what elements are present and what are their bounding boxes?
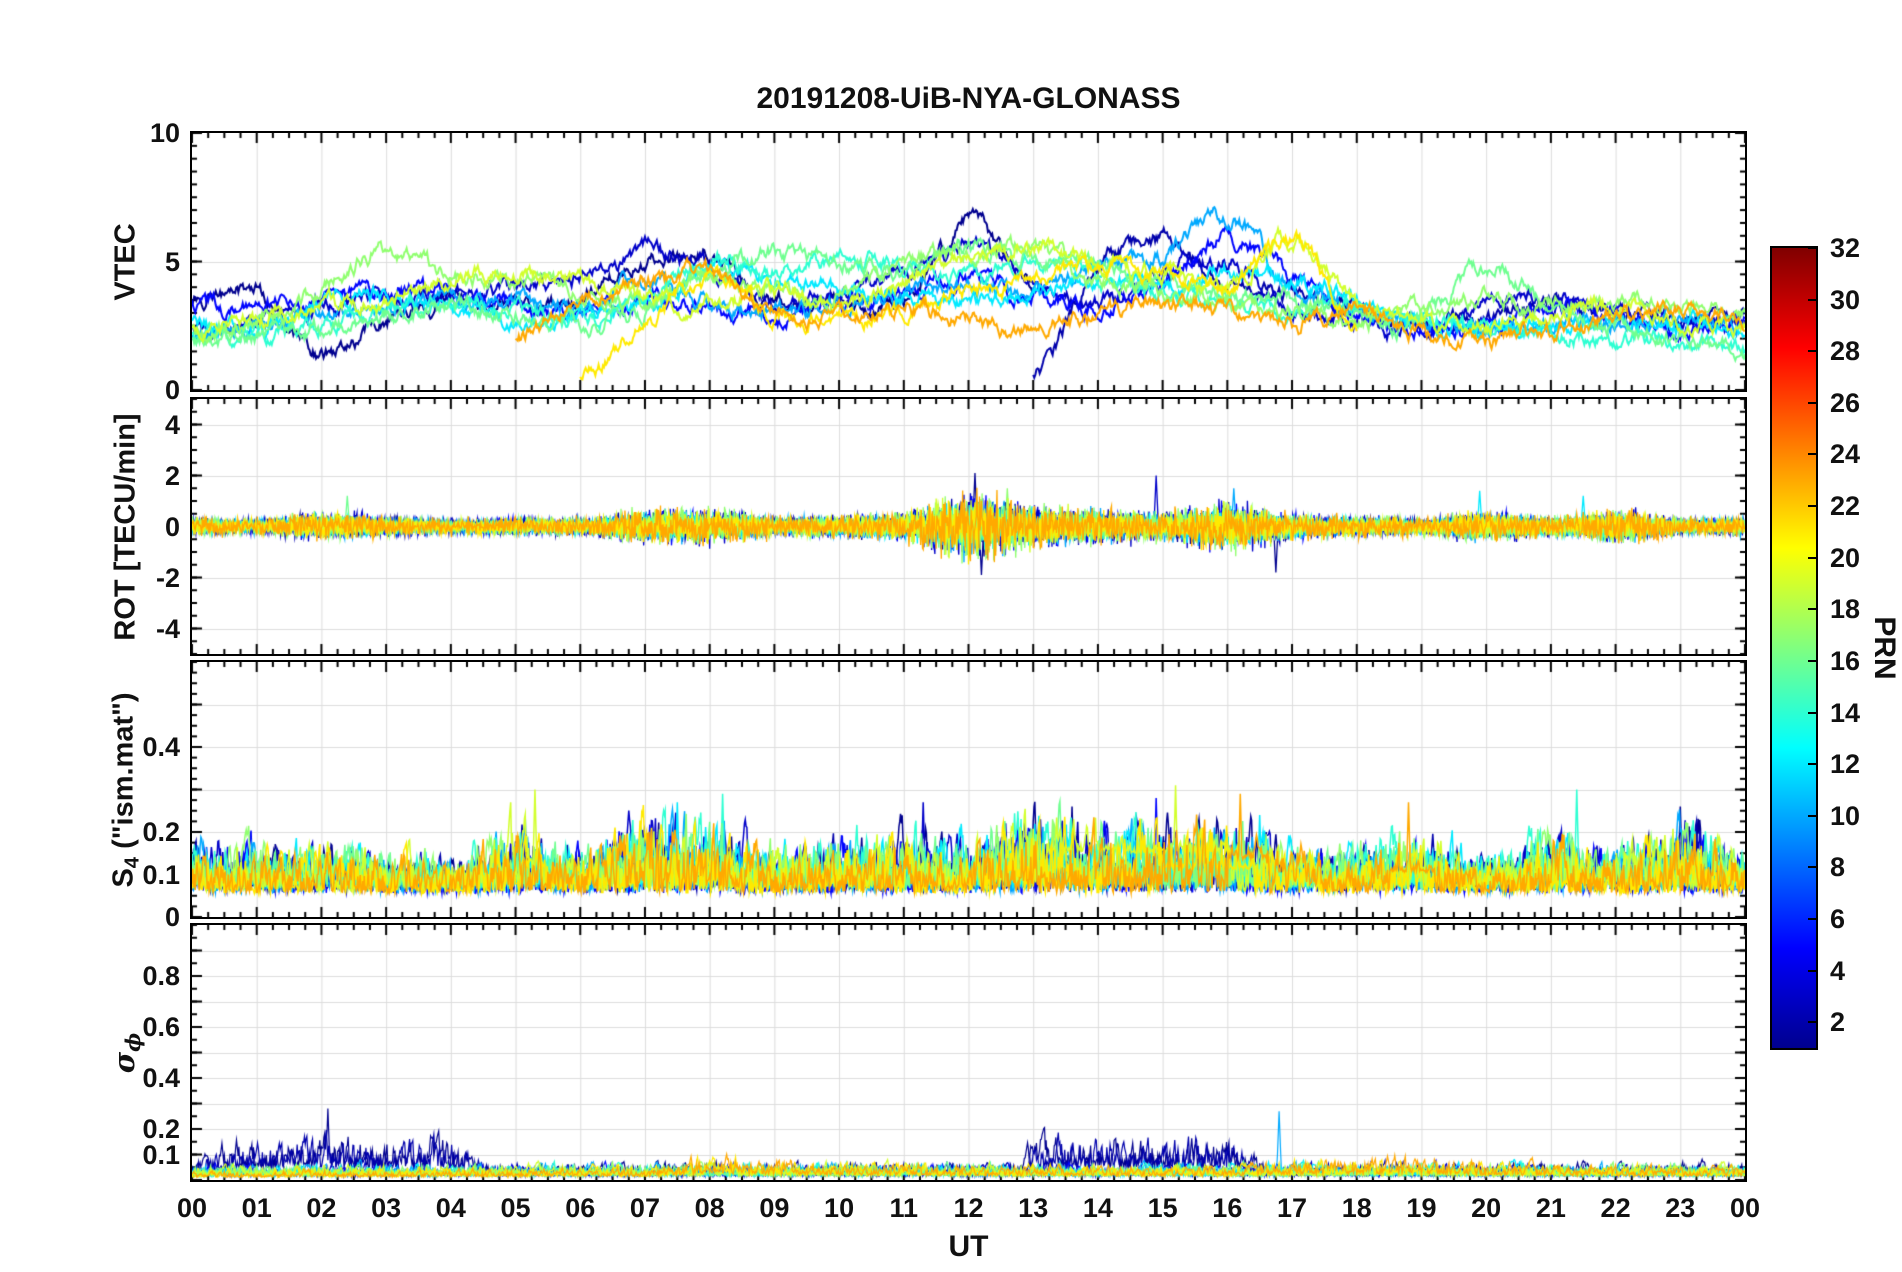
colorbar-tick-mark <box>1808 350 1816 353</box>
colorbar-tick-label: 28 <box>1830 336 1861 367</box>
panel-rot <box>190 397 1747 656</box>
x-tick-label: 12 <box>953 1193 984 1223</box>
colorbar-tick-label: 20 <box>1830 542 1861 573</box>
x-tick-label: 14 <box>1082 1193 1113 1223</box>
x-tick-label: 23 <box>1665 1193 1696 1223</box>
x-tick-label: 00 <box>1729 1193 1761 1223</box>
x-axis-label: UT <box>948 1230 989 1263</box>
x-tick-label: 11 <box>889 1193 919 1223</box>
y-tick-label: 2 <box>164 460 180 491</box>
colorbar-tick-mark <box>1808 866 1816 869</box>
colorbar-tick-label: 30 <box>1830 284 1861 315</box>
x-tick-label: 21 <box>1535 1193 1566 1223</box>
x-tick-label: 02 <box>306 1193 337 1223</box>
x-tick-label: 03 <box>371 1193 402 1223</box>
x-tick-label: 13 <box>1018 1193 1049 1223</box>
x-tick-label: 06 <box>565 1193 596 1223</box>
panel-sigma-phi <box>190 923 1747 1182</box>
vtec-plot-canvas <box>192 133 1745 390</box>
y-tick-label: 0 <box>164 902 180 932</box>
colorbar-tick-mark <box>1808 814 1816 817</box>
y-tick-label: 0.2 <box>142 817 180 847</box>
y-tick-label: -4 <box>155 613 180 644</box>
colorbar-tick-label: 10 <box>1830 800 1861 831</box>
colorbar-tick-mark <box>1808 763 1816 766</box>
s4-plot-canvas <box>192 662 1745 917</box>
colorbar-tick-mark <box>1808 453 1816 456</box>
colorbar-tick-mark <box>1808 711 1816 714</box>
x-tick-label: 18 <box>1341 1193 1372 1223</box>
x-tick-label: 16 <box>1212 1193 1243 1223</box>
x-tick-label: 09 <box>759 1193 790 1223</box>
y-tick-label: 0.6 <box>142 1012 180 1042</box>
x-tick-label: 17 <box>1277 1193 1308 1223</box>
colorbar-tick-label: 24 <box>1830 439 1861 470</box>
y-tick-label: 0.2 <box>142 1114 180 1144</box>
colorbar-tick-mark <box>1808 247 1816 249</box>
colorbar-tick-mark <box>1808 608 1816 611</box>
y-tick-label: 0.1 <box>142 1139 180 1170</box>
x-tick-label: 10 <box>824 1193 855 1223</box>
y-tick-label: 10 <box>149 118 180 148</box>
figure-title: 20191208-UiB-NYA-GLONASS <box>756 82 1181 115</box>
x-tick-label: 22 <box>1600 1193 1631 1223</box>
y-tick-label: 0 <box>164 511 180 542</box>
y-tick-label: 0.1 <box>142 859 180 890</box>
colorbar-tick-label: 14 <box>1830 697 1861 728</box>
colorbar-tick-label: 32 <box>1830 233 1861 263</box>
colorbar-tick-mark <box>1808 1021 1816 1024</box>
rot-plot-canvas <box>192 399 1745 654</box>
y-tick-label: 4 <box>164 409 180 440</box>
x-tick-label: 20 <box>1471 1193 1502 1223</box>
colorbar-tick-label: 6 <box>1830 903 1846 934</box>
colorbar-tick-mark <box>1808 969 1816 972</box>
colorbar-title: PRN <box>1868 616 1901 680</box>
colorbar-tick-label: 2 <box>1830 1007 1846 1038</box>
y-tick-label: 0.4 <box>142 732 180 762</box>
colorbar-tick-label: 22 <box>1830 491 1861 522</box>
colorbar <box>1770 246 1818 1050</box>
colorbar-tick-label: 16 <box>1830 645 1861 676</box>
colorbar-tick-mark <box>1808 401 1816 404</box>
colorbar-tick-label: 8 <box>1830 852 1846 883</box>
y-tick-label: 0 <box>164 375 180 405</box>
x-tick-label: 07 <box>629 1193 660 1223</box>
colorbar-tick-mark <box>1808 298 1816 301</box>
x-tick-label: 05 <box>500 1193 531 1223</box>
panel-vtec <box>190 131 1747 392</box>
colorbar-tick-label: 26 <box>1830 387 1861 418</box>
x-tick-label: 01 <box>241 1193 272 1223</box>
y-tick-label: -2 <box>155 562 180 593</box>
colorbar-tick-label: 18 <box>1830 594 1861 625</box>
colorbar-tick-mark <box>1808 505 1816 508</box>
colorbar-tick-mark <box>1808 659 1816 662</box>
y-tick-label: 0.4 <box>142 1063 180 1093</box>
colorbar-tick-label: 4 <box>1830 955 1846 986</box>
y-tick-label: 5 <box>164 246 180 277</box>
x-tick-label: 15 <box>1147 1193 1178 1223</box>
sigma-phi-plot-canvas <box>192 925 1745 1180</box>
panel-s4 <box>190 660 1747 919</box>
x-tick-label: 04 <box>435 1193 466 1223</box>
x-tick-label: 19 <box>1406 1193 1437 1223</box>
y-tick-label: 0.8 <box>142 961 180 991</box>
colorbar-tick-mark <box>1808 556 1816 559</box>
x-tick-label: 08 <box>694 1193 725 1223</box>
colorbar-tick-label: 12 <box>1830 749 1861 780</box>
colorbar-tick-mark <box>1808 917 1816 920</box>
x-tick-label: 00 <box>176 1193 208 1223</box>
